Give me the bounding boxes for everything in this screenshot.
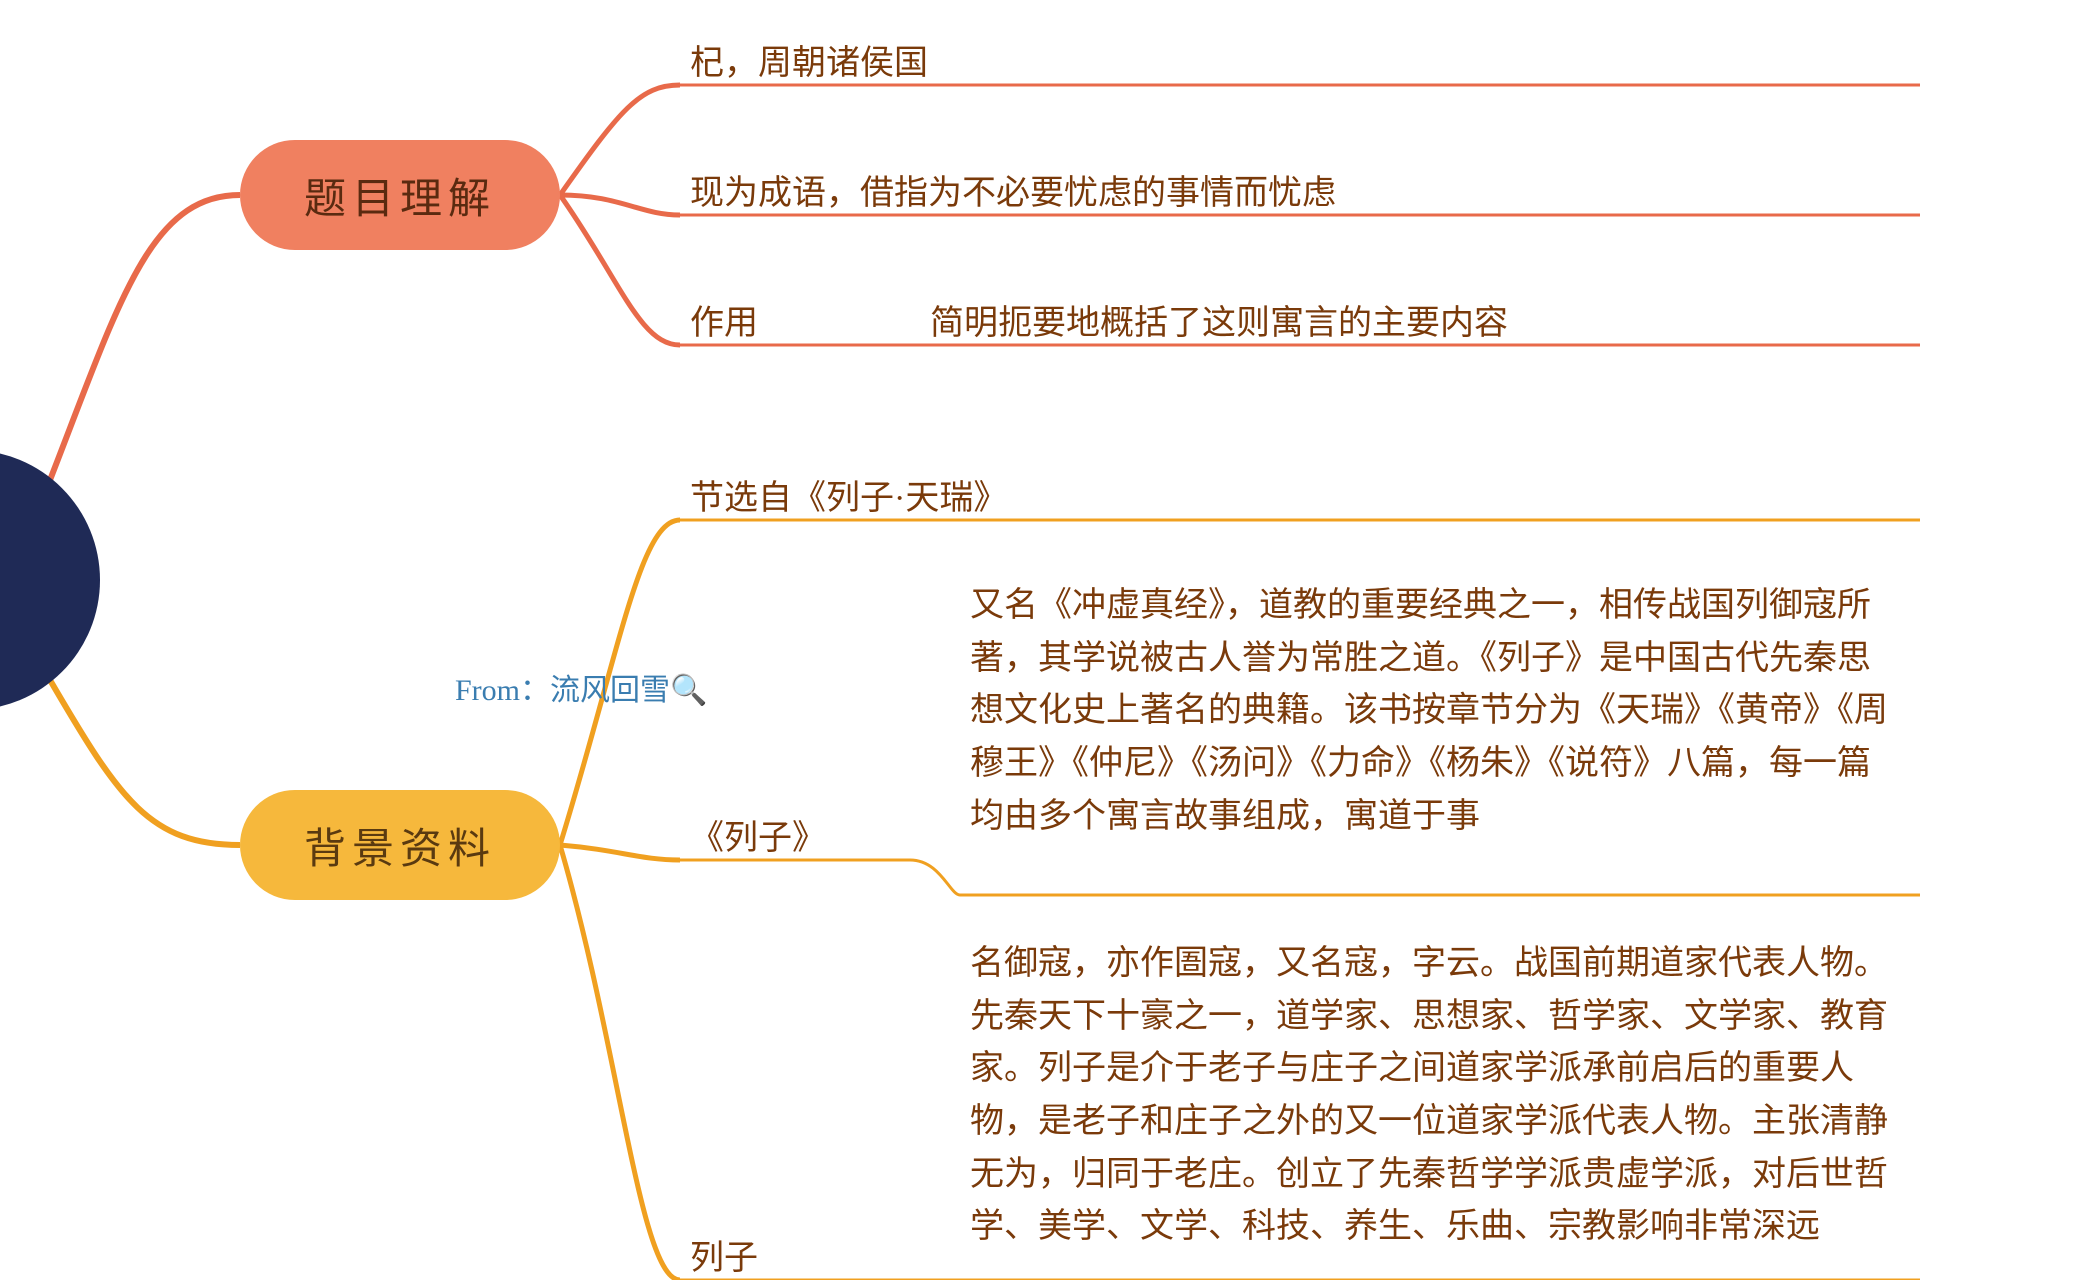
b1-leaf-3-sub[interactable]: 简明扼要地概括了这则寓言的主要内容	[930, 298, 1508, 349]
b2-leaf-1[interactable]: 节选自《列子·天瑞》	[690, 473, 1007, 524]
watermark-credit: From：流风回雪🔍	[455, 665, 707, 709]
b1-leaf-3[interactable]: 作用	[690, 298, 758, 349]
b2-leaf-3[interactable]: 列子	[690, 1233, 758, 1284]
b1-leaf-1[interactable]: 杞，周朝诸侯国	[690, 38, 928, 89]
branch-title-understanding[interactable]: 题目理解	[240, 140, 560, 250]
b2-leaf-2[interactable]: 《列子》	[690, 813, 826, 864]
branch-background-material[interactable]: 背景资料	[240, 790, 560, 900]
b2-leaf-3-sub[interactable]: 名御寇，亦作圄寇，又名寇，字云。战国前期道家代表人物。先秦天下十豪之一，道学家、…	[970, 938, 1900, 1254]
b1-leaf-2[interactable]: 现为成语，借指为不必要忧虑的事情而忧虑	[690, 168, 1336, 219]
branch2-label: 背景资料	[304, 815, 496, 876]
branch1-label: 题目理解	[304, 165, 496, 226]
b2-leaf-2-sub[interactable]: 又名《冲虚真经》，道教的重要经典之一，相传战国列御寇所著，其学说被古人誉为常胜之…	[970, 580, 1900, 843]
root-node[interactable]	[0, 450, 100, 710]
